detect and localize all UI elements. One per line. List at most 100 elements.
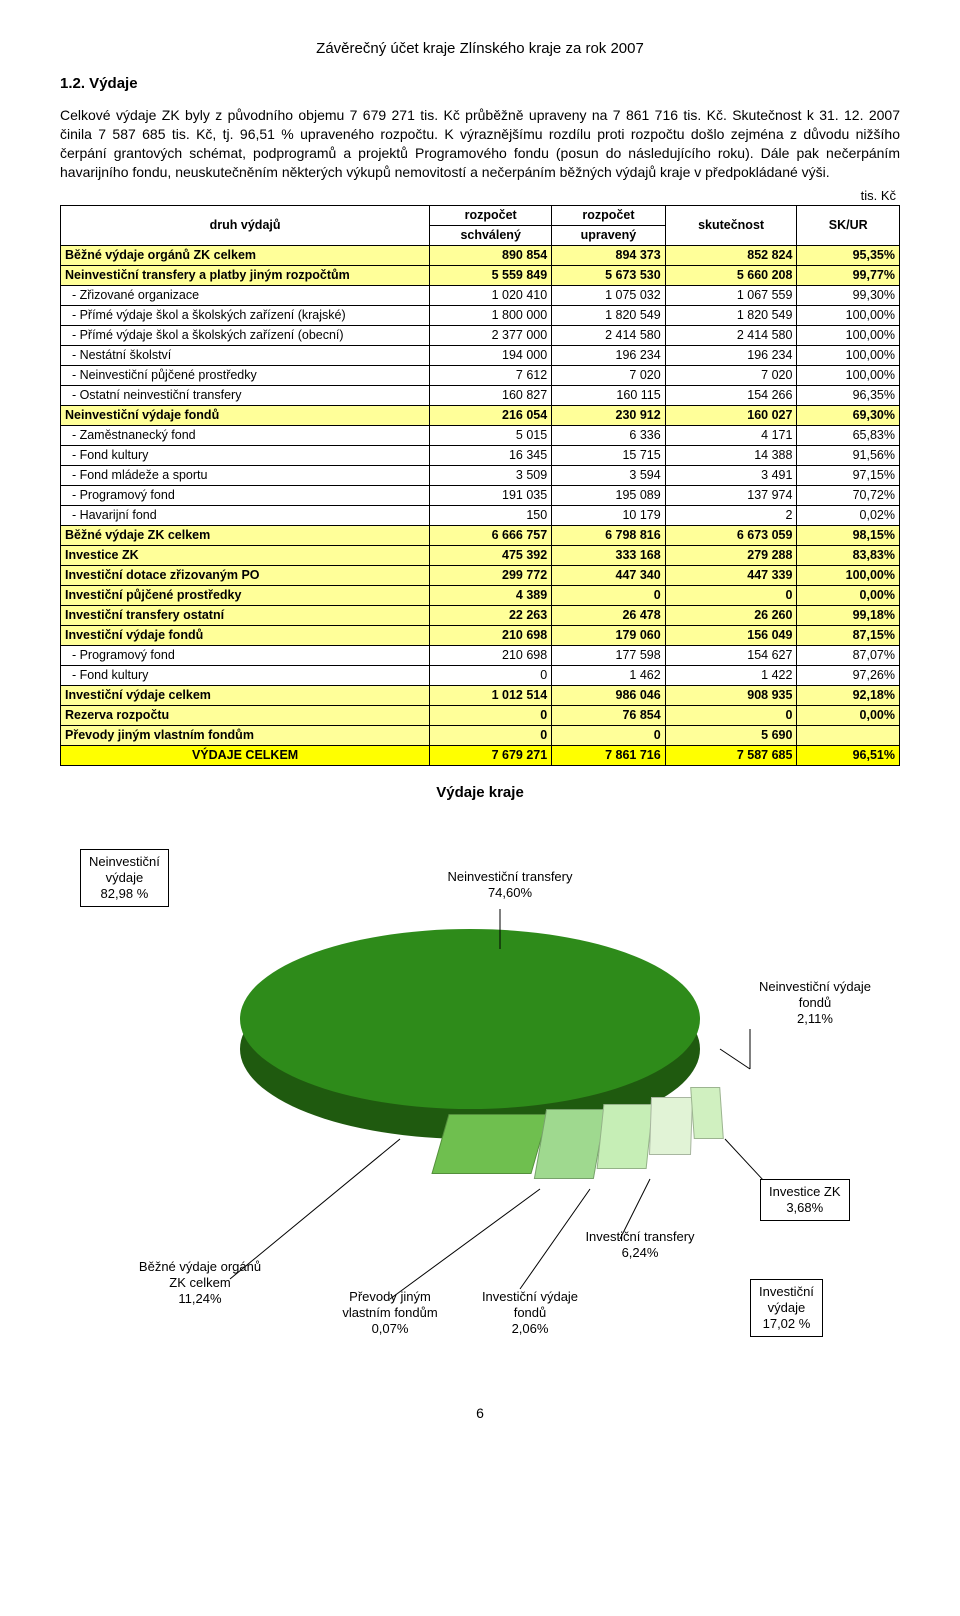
cell-label: Investice ZK [61,545,430,565]
cell-value: 0 [552,585,666,605]
cell-value: 5 673 530 [552,265,666,285]
cell-value: 1 075 032 [552,285,666,305]
cell-label: Investiční výdaje celkem [61,685,430,705]
t: Investiční výdaje [482,1289,578,1304]
cell-value: 160 115 [552,385,666,405]
cell-value: 7 020 [552,365,666,385]
cell-value: 2 377 000 [430,325,552,345]
t: 82,98 % [101,886,149,901]
cell-value: 1 020 410 [430,285,552,305]
cell-value: 2 414 580 [552,325,666,345]
table-row: Investiční výdaje celkem1 012 514986 046… [61,685,900,705]
cell-label: - Fond mládeže a sportu [61,465,430,485]
cell-value: 92,18% [797,685,900,705]
cell-label: Běžné výdaje orgánů ZK celkem [61,245,430,265]
cell-value: 216 054 [430,405,552,425]
cell-label: Investiční půjčené prostředky [61,585,430,605]
table-row: - Fond mládeže a sportu3 5093 5943 49197… [61,465,900,485]
cell-value: 1 820 549 [552,305,666,325]
t: Neinvestiční [89,854,160,869]
t: 2,06% [512,1321,549,1336]
table-row: Převody jiným vlastním fondům005 690 [61,725,900,745]
label-inv-vydaje-fondu: Investiční výdaje fondů 2,06% [460,1289,600,1338]
cell-value: 4 171 [665,425,797,445]
cell-value: 99,18% [797,605,900,625]
cell-value: 100,00% [797,365,900,385]
cell-value: 160 027 [665,405,797,425]
cell-value: 194 000 [430,345,552,365]
cell-value: 0,00% [797,705,900,725]
table-row: - Nestátní školství194 000196 234196 234… [61,345,900,365]
cell-label: - Neinvestiční půjčené prostředky [61,365,430,385]
cell-value: 69,30% [797,405,900,425]
cell-value: 154 627 [665,645,797,665]
table-row: - Fond kultury16 34515 71514 38891,56% [61,445,900,465]
cell-label: Investiční transfery ostatní [61,605,430,625]
cell-value: 333 168 [552,545,666,565]
cell-value: 1 067 559 [665,285,797,305]
t: Převody jiným [349,1289,431,1304]
cell-value: 447 339 [665,565,797,585]
cell-value: 5 015 [430,425,552,445]
table-row: Rezerva rozpočtu076 85400,00% [61,705,900,725]
cell-value: 99,30% [797,285,900,305]
cell-value: 908 935 [665,685,797,705]
th-rozpocet-1a: rozpočet [430,205,552,225]
table-row: Investiční transfery ostatní22 26326 478… [61,605,900,625]
cell-value: 97,15% [797,465,900,485]
cell-value: 100,00% [797,325,900,345]
cell-value: 7 679 271 [430,745,552,765]
label-investice-zk: Investice ZK 3,68% [760,1179,850,1222]
t: 3,68% [786,1200,823,1215]
table-row: - Ostatní neinvestiční transfery160 8271… [61,385,900,405]
page-header: Závěrečný účet kraje Zlínského kraje za … [60,40,900,57]
th-rozpocet-1b: schválený [430,225,552,245]
cell-value: 0,00% [797,585,900,605]
cell-value: 210 698 [430,645,552,665]
cell-value: 0,02% [797,505,900,525]
table-row: Neinvestiční výdaje fondů216 054230 9121… [61,405,900,425]
cell-label: - Havarijní fond [61,505,430,525]
cell-label: - Přímé výdaje škol a školských zařízení… [61,305,430,325]
cell-value: 195 089 [552,485,666,505]
cell-label: - Fond kultury [61,445,430,465]
cell-value: 1 422 [665,665,797,685]
cell-value [797,725,900,745]
cell-label: Neinvestiční výdaje fondů [61,405,430,425]
cell-value: 2 414 580 [665,325,797,345]
expenditure-table: druh výdajů rozpočet rozpočet skutečnost… [60,205,900,766]
paragraph-1: Celkové výdaje ZK byly z původního objem… [60,106,900,182]
cell-value: 230 912 [552,405,666,425]
t: 6,24% [622,1245,659,1260]
label-prevody: Převody jiným vlastním fondům 0,07% [320,1289,460,1338]
t: 0,07% [372,1321,409,1336]
cell-value: 3 491 [665,465,797,485]
cell-value: 1 800 000 [430,305,552,325]
cell-value: 16 345 [430,445,552,465]
table-row: Běžné výdaje ZK celkem6 666 7576 798 816… [61,525,900,545]
cell-value: 100,00% [797,345,900,365]
t: 11,24% [178,1291,221,1306]
table-row: Běžné výdaje orgánů ZK celkem890 854894 … [61,245,900,265]
table-row: - Přímé výdaje škol a školských zařízení… [61,305,900,325]
table-row: - Programový fond191 035195 089137 97470… [61,485,900,505]
cell-value: 96,51% [797,745,900,765]
cell-value: 22 263 [430,605,552,625]
pie-slice-1 [534,1109,606,1179]
pie-chart: Neinvestiční výdaje 82,98 % Investice ZK… [60,809,900,1379]
cell-value: 894 373 [552,245,666,265]
cell-value: 1 462 [552,665,666,685]
t: 17,02 % [763,1316,811,1331]
t: Běžné výdaje orgánů [139,1259,261,1274]
section-heading: 1.2. Výdaje [60,75,900,92]
t: Neinvestiční výdaje [759,979,871,994]
cell-value: 150 [430,505,552,525]
cell-value: 137 974 [665,485,797,505]
cell-value: 100,00% [797,565,900,585]
cell-label: Převody jiným vlastním fondům [61,725,430,745]
label-bezne-organy: Běžné výdaje orgánů ZK celkem 11,24% [110,1259,290,1308]
cell-value: 179 060 [552,625,666,645]
table-row: Neinvestiční transfery a platby jiným ro… [61,265,900,285]
cell-value: 299 772 [430,565,552,585]
cell-value: 177 598 [552,645,666,665]
